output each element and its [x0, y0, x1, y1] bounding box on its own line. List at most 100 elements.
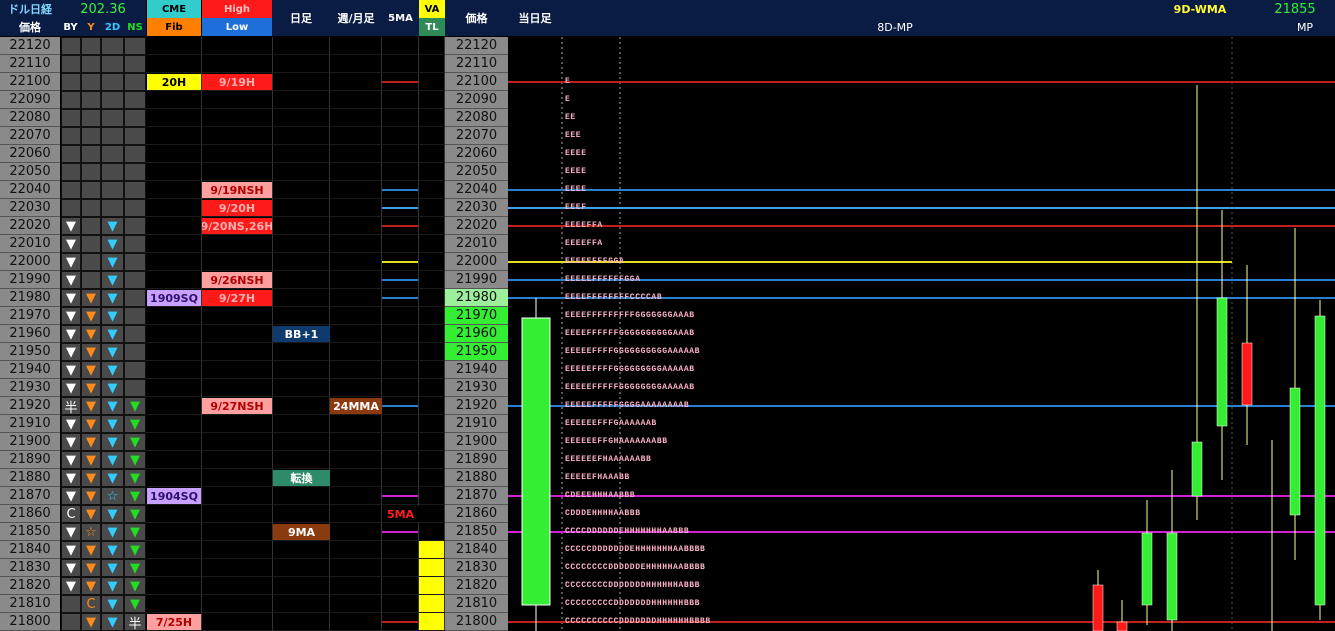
ma5-cell	[382, 343, 419, 361]
level-day: 9MA	[273, 524, 330, 540]
ma5-cell	[382, 469, 419, 487]
high-cell	[202, 217, 273, 235]
day-cell	[273, 253, 330, 271]
marker-y	[81, 145, 101, 163]
marker-ns	[124, 145, 146, 163]
day-cell	[273, 361, 330, 379]
marker-d2: ▼	[101, 469, 124, 487]
day-cell	[273, 289, 330, 307]
va-cell	[419, 109, 445, 127]
tpo-row: EEEEFFA	[565, 239, 603, 248]
level-day: BB+1	[273, 326, 330, 342]
week-cell	[330, 127, 382, 145]
va-cell	[419, 415, 445, 433]
tpo-row: EEEE	[565, 149, 587, 158]
marker-d2: ▼	[101, 253, 124, 271]
marker-y	[81, 91, 101, 109]
week-cell	[330, 469, 382, 487]
cme-cell	[146, 595, 202, 613]
cme-cell	[146, 199, 202, 217]
price: 21910	[0, 415, 60, 433]
price-2: 21840	[445, 541, 508, 559]
marker-y	[81, 235, 101, 253]
price-2: 21880	[445, 469, 508, 487]
tpo-row: EEEEFFFFFFGGGGGGGGGGAAAB	[565, 329, 695, 338]
tpo-row: EEEEEFFFFFFGGA	[565, 275, 641, 284]
ma5-cell	[382, 145, 419, 163]
tpo-row: EEEEFFFFFFFFCCCCAB	[565, 293, 663, 302]
price: 21880	[0, 469, 60, 487]
high-cell	[202, 577, 273, 595]
tpo-row: EEEEEEFFGHAAAAAAABB	[565, 437, 668, 446]
ma5-cell	[382, 577, 419, 595]
va-cell	[419, 577, 445, 595]
week-cell	[330, 523, 382, 541]
marker-by: ▼	[61, 271, 81, 289]
day-cell	[273, 577, 330, 595]
price-2: 22000	[445, 253, 508, 271]
va-cell	[419, 487, 445, 505]
tpo-row: CDEEEHHHAABBB	[565, 491, 636, 500]
level-high: 9/19H	[202, 74, 272, 90]
cme-cell	[146, 145, 202, 163]
va-cell	[419, 541, 445, 559]
marker-d2	[101, 199, 124, 217]
marker-y: ▼	[81, 307, 101, 325]
va-cell	[419, 343, 445, 361]
tpo-row: EEEEFFFFFFFFFGGGGGGGAAAB	[565, 311, 695, 320]
va-cell	[419, 199, 445, 217]
marker-d2	[101, 55, 124, 73]
price: 21990	[0, 271, 60, 289]
candle	[1191, 441, 1203, 497]
va-cell	[419, 289, 445, 307]
marker-ns: ▼	[124, 451, 146, 469]
high-cell	[202, 289, 273, 307]
marker-ns	[124, 343, 146, 361]
day-cell	[273, 451, 330, 469]
day-cell	[273, 559, 330, 577]
high-label: High	[202, 0, 272, 18]
price: 22050	[0, 163, 60, 181]
cme-cell	[146, 379, 202, 397]
price: 21870	[0, 487, 60, 505]
week-cell	[330, 379, 382, 397]
va-cell	[419, 235, 445, 253]
marker-y	[81, 127, 101, 145]
price-2: 22080	[445, 109, 508, 127]
marker-d2: ▼	[101, 343, 124, 361]
marker-ns	[124, 73, 146, 91]
marker-y: ▼	[81, 379, 101, 397]
marker-ns	[124, 271, 146, 289]
week-cell	[330, 325, 382, 343]
cme-cell	[146, 397, 202, 415]
marker-ns	[124, 181, 146, 199]
marker-y	[81, 37, 101, 55]
day-cell	[273, 73, 330, 91]
week-cell	[330, 361, 382, 379]
marker-y	[81, 271, 101, 289]
price: 22030	[0, 199, 60, 217]
price-2: 21930	[445, 379, 508, 397]
ma5-cell	[382, 253, 419, 271]
marker-y: ▼	[81, 433, 101, 451]
price-2: 22120	[445, 37, 508, 55]
marker-ns: ▼	[124, 523, 146, 541]
marker-ns: ▼	[124, 559, 146, 577]
price-2: 21920	[445, 397, 508, 415]
day-cell	[273, 217, 330, 235]
marker-d2: ▼	[101, 433, 124, 451]
va-cell	[419, 37, 445, 55]
price-2: 22100	[445, 73, 508, 91]
price: 22100	[0, 73, 60, 91]
marker-d2: ▼	[101, 613, 124, 631]
mp-title: 8D-MP	[877, 20, 913, 34]
cme-cell	[146, 37, 202, 55]
price-label: 価格	[0, 18, 60, 36]
day-cell	[273, 433, 330, 451]
week-cell	[330, 343, 382, 361]
week-cell	[330, 451, 382, 469]
cme-cell	[146, 505, 202, 523]
high-cell	[202, 397, 273, 415]
high-cell	[202, 145, 273, 163]
price: 21920	[0, 397, 60, 415]
